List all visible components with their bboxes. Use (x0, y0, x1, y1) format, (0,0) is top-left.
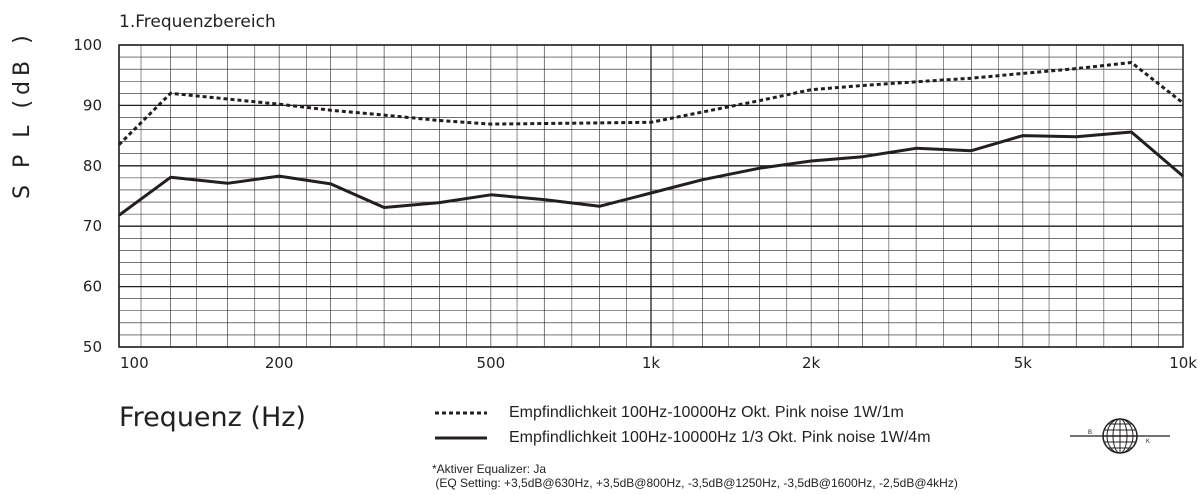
plot-frame (118, 44, 1184, 348)
y-tick-label: 60 (83, 278, 102, 296)
x-axis-label: Frequenz (Hz) (119, 402, 306, 433)
y-tick-label: 100 (73, 36, 102, 54)
x-tick-labels: 100 200 500 1k 2k 5k 10k (120, 354, 1197, 372)
x-tick-label: 500 (477, 354, 506, 372)
x-tick-label: 100 (120, 354, 149, 372)
legend-label-octave: Empfindlichkeit 100Hz-10000Hz Okt. Pink … (509, 404, 904, 421)
y-tick-label: 90 (83, 96, 102, 114)
globe-logo-icon: B K (1070, 418, 1170, 454)
x-tick-label: 5k (1014, 354, 1033, 372)
y-axis-label: S P L (dB ) (10, 30, 35, 199)
x-tick-label: 200 (265, 354, 294, 372)
series-line-octave (117, 61, 1184, 146)
y-tick-labels: 100 90 80 70 60 50 (73, 36, 102, 356)
y-tick-label: 80 (83, 157, 102, 175)
major-grid (118, 44, 1183, 348)
chart-title: 1.Frequenzbereich (119, 12, 276, 32)
y-tick-label: 70 (83, 217, 102, 235)
x-tick-label: 10k (1169, 354, 1197, 372)
series-layer (117, 61, 1184, 217)
x-tick-label: 2k (802, 354, 821, 372)
series-line-third-octave (118, 130, 1184, 217)
logo-letter-b: B (1088, 430, 1092, 436)
logo-letter-k: K (1146, 439, 1150, 445)
legend-label-third-octave: Empfindlichkeit 100Hz-10000Hz 1/3 Okt. P… (509, 429, 931, 446)
footnote-eq-setting: (EQ Setting: +3,5dB@630Hz, +3,5dB@800Hz,… (432, 476, 958, 490)
footnote-equalizer: *Aktiver Equalizer: Ja (432, 462, 547, 476)
y-tick-label: 50 (83, 338, 102, 356)
x-tick-label: 1k (642, 354, 661, 372)
